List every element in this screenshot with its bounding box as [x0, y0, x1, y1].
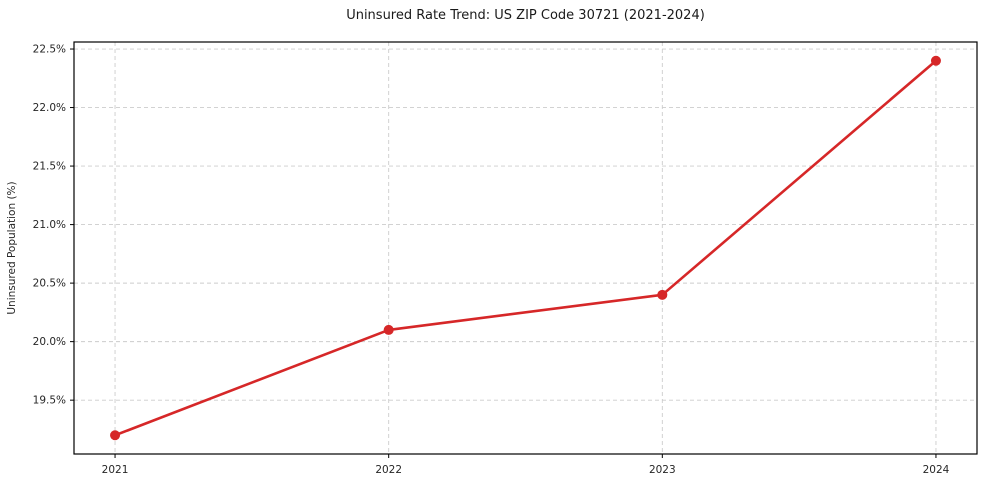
x-tick-label: 2022 [375, 464, 402, 476]
trend-line [113, 59, 938, 437]
plot-border [73, 41, 978, 455]
y-tick-label: 22.0% [33, 102, 66, 114]
y-tick-label: 20.5% [33, 278, 66, 290]
x-tick-label: 2024 [923, 464, 950, 476]
chart-title: Uninsured Rate Trend: US ZIP Code 30721 … [346, 8, 705, 23]
data-point-marker [383, 324, 394, 335]
y-tick-label: 19.5% [33, 395, 66, 407]
y-tick-label: 22.5% [33, 44, 66, 56]
y-tick-label: 20.0% [33, 336, 66, 348]
data-point-marker [930, 55, 941, 66]
y-tick-label: 21.5% [33, 161, 66, 173]
y-tick-label: 21.0% [33, 219, 66, 231]
x-tick-label: 2023 [649, 464, 676, 476]
data-point-marker [110, 430, 121, 441]
x-tick-label: 2021 [102, 464, 129, 476]
data-point-marker [657, 289, 668, 300]
